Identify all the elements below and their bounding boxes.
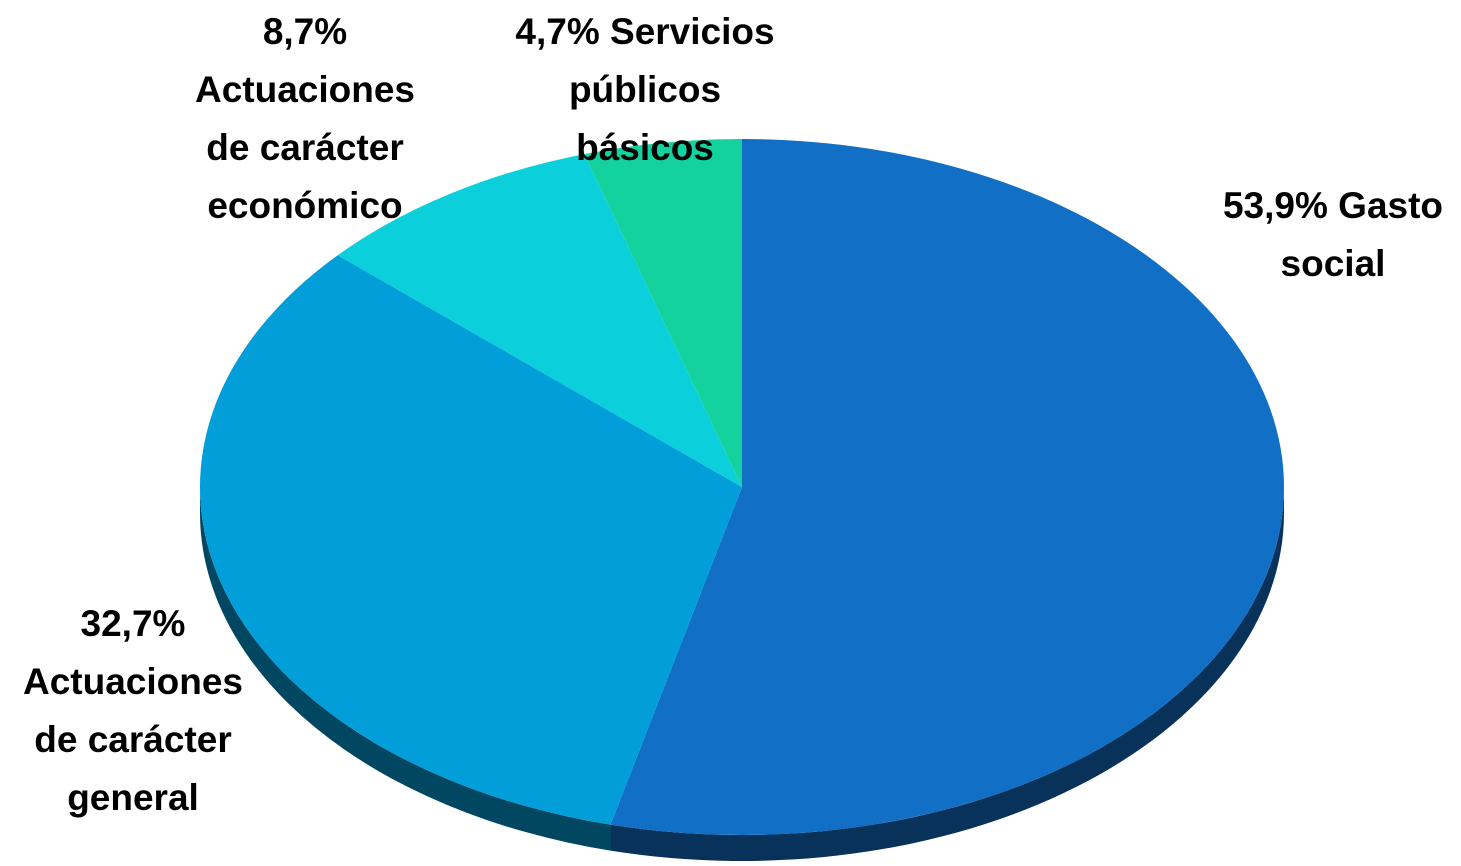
value-label: 32,7% (80, 603, 186, 644)
slice-label: 4,7% Servicios públicos básicos (495, 3, 795, 177)
category-label: Gasto social (1280, 185, 1444, 284)
category-label: Servicios públicos básicos (568, 11, 775, 168)
category-label: Actuaciones de carácter general (22, 661, 243, 818)
value-label: 4,7% (515, 11, 600, 52)
pie-slice (337, 154, 742, 487)
pie-slice (199, 255, 743, 825)
pie-slice (610, 139, 1284, 835)
slice-side (200, 487, 611, 851)
slice-label: 8,7% Actuaciones de carácter económico (180, 3, 430, 235)
value-label: 53,9% (1222, 185, 1328, 226)
category-label: Actuaciones de carácter económico (194, 69, 415, 226)
slice-label: 32,7% Actuaciones de carácter general (8, 595, 258, 827)
slice-label: 53,9% Gasto social (1203, 177, 1461, 293)
value-label: 8,7% (262, 11, 348, 52)
pie-slice (584, 139, 742, 487)
